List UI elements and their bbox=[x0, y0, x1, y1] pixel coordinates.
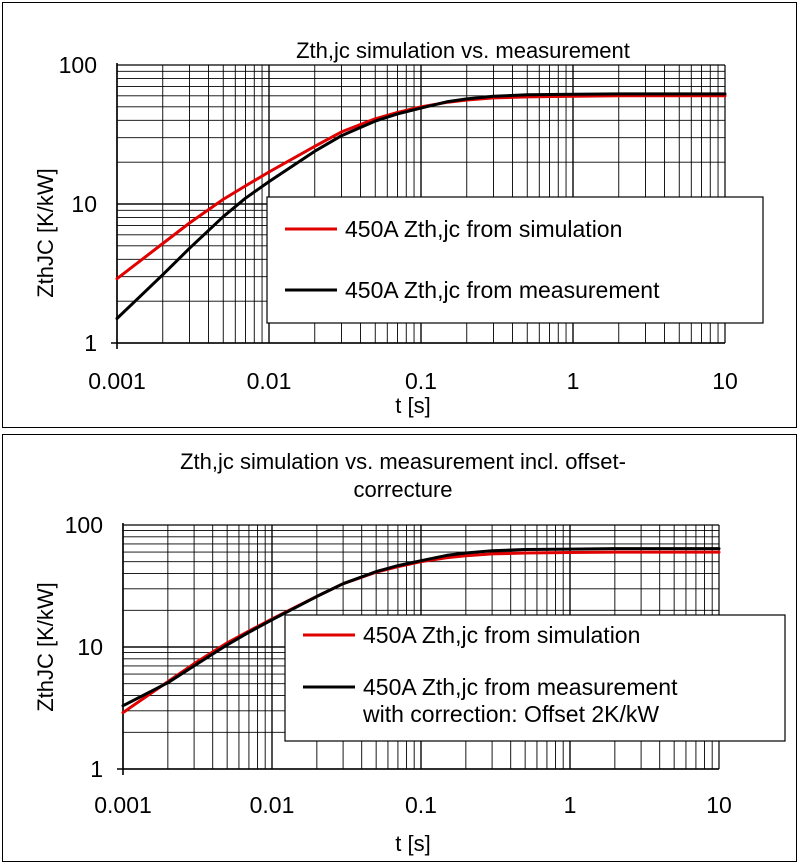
chart-top-svg: 0.001 0.01 0.1 1 10 1 10 100 Zth,jc simulation v… bbox=[33, 38, 764, 418]
x-tick-label: 0.001 bbox=[88, 368, 146, 394]
chart-bottom-svg: 0.001 0.01 0.1 1 10 1 10 100 Zth,jc simulation v… bbox=[33, 449, 786, 856]
chart-title-line: correcture bbox=[353, 477, 452, 502]
x-tick-label: 0.001 bbox=[94, 792, 152, 818]
x-tick-label: 1 bbox=[564, 792, 577, 818]
chart-panel-bottom: 0.001 0.01 0.1 1 10 1 10 100 Zth,jc simulation v… bbox=[2, 434, 797, 862]
x-tick-label: 0.01 bbox=[247, 368, 292, 394]
x-axis-label: t [s] bbox=[395, 393, 430, 418]
legend-label-2: 450A Zth,jc from measurement bbox=[363, 674, 678, 700]
legend-box bbox=[266, 196, 764, 324]
chart-title-line: Zth,jc simulation vs. measurement incl. … bbox=[180, 449, 626, 474]
y-tick-label: 1 bbox=[84, 330, 97, 356]
chart-title-line: Zth,jc simulation vs. measurement bbox=[296, 38, 630, 63]
x-axis-label: t [s] bbox=[395, 831, 430, 856]
legend-label-2: 450A Zth,jc from measurement bbox=[345, 277, 660, 303]
x-tick-label: 10 bbox=[706, 792, 732, 818]
y-axis-label: ZthJC [K/kW] bbox=[33, 168, 58, 298]
x-tick-label: 10 bbox=[712, 368, 738, 394]
chart-panel-top: 0.001 0.01 0.1 1 10 1 10 100 Zth,jc simulation v… bbox=[2, 2, 797, 428]
x-tick-label: 0.01 bbox=[250, 792, 295, 818]
x-tick-label: 0.1 bbox=[405, 368, 437, 394]
y-axis-label: ZthJC [K/kW] bbox=[33, 582, 58, 712]
y-tick-label: 10 bbox=[71, 191, 97, 217]
y-tick-label: 10 bbox=[77, 634, 103, 660]
y-tick-label: 100 bbox=[65, 512, 103, 538]
legend-box bbox=[284, 614, 786, 742]
legend-label-2: with correction: Offset 2K/kW bbox=[362, 701, 659, 727]
series-line-2 bbox=[121, 547, 721, 708]
series-line-2 bbox=[115, 92, 727, 320]
legend-label-1: 450A Zth,jc from simulation bbox=[345, 216, 622, 242]
y-tick-label: 1 bbox=[90, 756, 103, 782]
x-tick-label: 0.1 bbox=[405, 792, 437, 818]
y-tick-label: 100 bbox=[59, 52, 97, 78]
legend-label-1: 450A Zth,jc from simulation bbox=[363, 622, 640, 648]
x-tick-label: 1 bbox=[567, 368, 580, 394]
